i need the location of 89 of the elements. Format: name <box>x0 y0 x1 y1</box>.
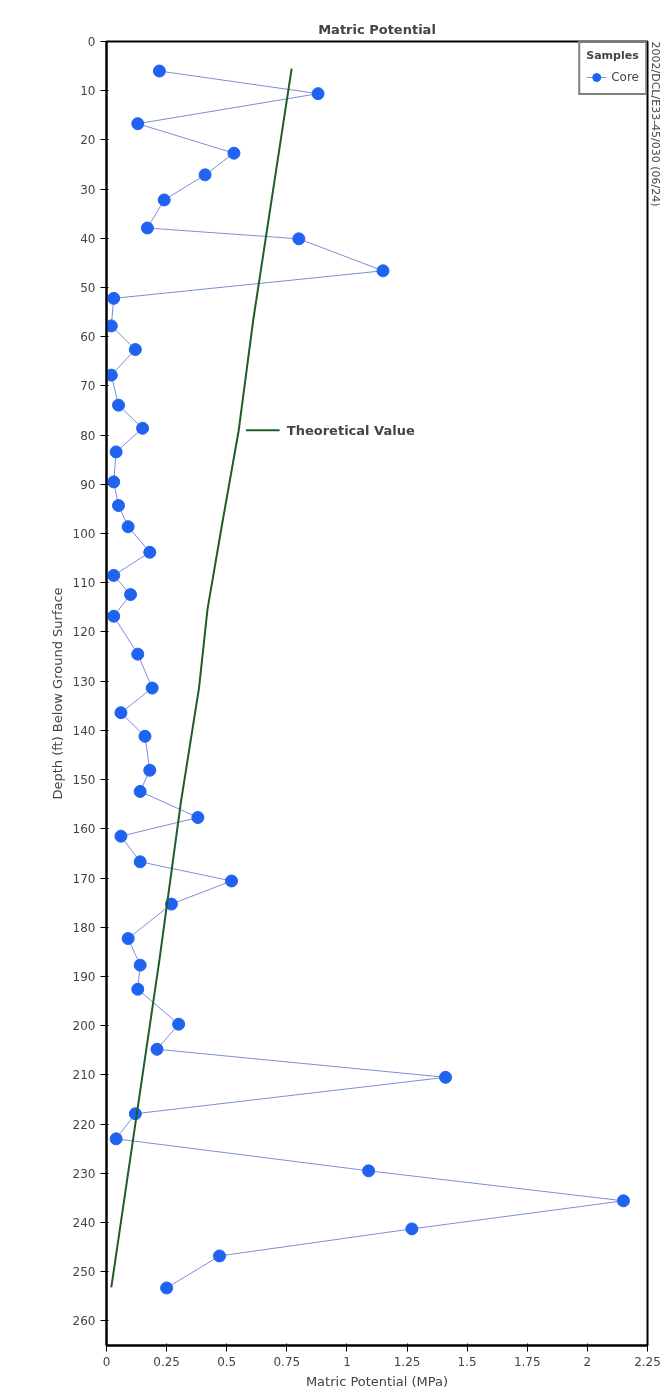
y-tick-label: 250 <box>72 1265 96 1280</box>
point <box>106 368 118 382</box>
y-tick-label: 110 <box>72 576 96 591</box>
point <box>439 1070 453 1084</box>
point <box>133 855 147 869</box>
point <box>405 1222 419 1236</box>
point <box>136 421 150 435</box>
point <box>114 706 128 720</box>
point <box>191 811 205 824</box>
x-axis-title: Matric Potential (MPa) <box>305 1373 449 1389</box>
point <box>150 1042 164 1056</box>
point <box>140 221 154 235</box>
point <box>112 499 126 513</box>
point <box>121 932 135 946</box>
point <box>121 520 135 534</box>
y-tick-label: 140 <box>72 723 96 738</box>
y-tick-label: 230 <box>72 1166 96 1181</box>
point <box>311 87 325 101</box>
x-tick-label: 0.75 <box>273 1354 301 1369</box>
y-tick-label: 260 <box>72 1314 96 1329</box>
y-tick-label: 120 <box>72 625 96 640</box>
y-tick-label: 40 <box>80 231 96 246</box>
point <box>133 958 147 972</box>
point <box>114 829 128 843</box>
point <box>145 681 159 695</box>
text: 2002/DCL/E33-45/030 (06/24) <box>648 41 662 207</box>
y-tick-label: 160 <box>72 822 96 837</box>
y-tick-label: 240 <box>72 1215 96 1230</box>
y-tick-label: 210 <box>72 1068 96 1083</box>
point <box>616 1194 630 1208</box>
point <box>131 647 145 661</box>
y-tick-label: 190 <box>72 969 96 984</box>
y-tick-label: 130 <box>72 674 96 689</box>
y-tick-label: 30 <box>80 182 96 197</box>
y-tick-label: 150 <box>72 773 96 788</box>
point <box>131 982 145 996</box>
point <box>107 475 121 489</box>
legend-label: Core <box>611 70 639 84</box>
y-tick-label: 70 <box>80 379 96 394</box>
y-tick-label: 10 <box>80 84 96 99</box>
point <box>152 64 166 78</box>
point <box>172 1017 186 1031</box>
x-tick-label: 1.25 <box>393 1354 421 1369</box>
x-tick-label: 0.25 <box>153 1354 180 1369</box>
point <box>362 1164 376 1178</box>
point <box>109 1132 123 1146</box>
y-tick-label: 180 <box>72 920 96 935</box>
point <box>107 568 121 582</box>
y-tick-label: 20 <box>80 133 96 148</box>
point <box>292 232 306 246</box>
legend-title: Samples <box>586 49 639 62</box>
point <box>143 763 157 777</box>
legend-label: Theoretical Value <box>286 422 415 438</box>
point <box>160 1281 174 1295</box>
y-tick-label: 50 <box>80 281 96 296</box>
y-tick-label: 220 <box>72 1117 96 1132</box>
y-tick-label: 100 <box>72 527 96 542</box>
y-axis-title: Depth (ft) Below Ground Surface <box>49 587 65 800</box>
y-tick-label: 60 <box>80 330 96 345</box>
x-tick-label: 0 <box>102 1354 111 1369</box>
y-tick-label: 80 <box>80 428 96 443</box>
point <box>143 545 157 559</box>
x-tick-label: 1.75 <box>513 1354 541 1369</box>
point <box>124 588 138 602</box>
point <box>106 319 118 333</box>
y-tick-label: 90 <box>80 477 96 492</box>
x-tick-label: 1.5 <box>457 1354 477 1369</box>
point <box>109 445 123 459</box>
x-tick-label: 2 <box>583 1354 592 1369</box>
y-tick-label: 170 <box>72 871 96 886</box>
x-tick-label: 0.5 <box>217 1354 237 1369</box>
point <box>128 343 142 357</box>
point <box>225 874 239 888</box>
chart-title: Matric Potential <box>318 21 436 37</box>
point <box>107 291 121 305</box>
point <box>107 609 121 623</box>
y-tick-label: 200 <box>72 1019 96 1034</box>
point <box>131 117 145 131</box>
y-tick-label: 0 <box>87 35 96 49</box>
point <box>157 193 171 207</box>
point <box>112 398 126 412</box>
x-tick-label: 1 <box>343 1354 351 1369</box>
point <box>198 168 212 182</box>
x-tick-label: 2.25 <box>634 1354 661 1369</box>
point <box>133 784 147 798</box>
point <box>227 146 241 160</box>
point <box>213 1249 227 1263</box>
point <box>138 729 152 743</box>
point <box>376 264 390 278</box>
